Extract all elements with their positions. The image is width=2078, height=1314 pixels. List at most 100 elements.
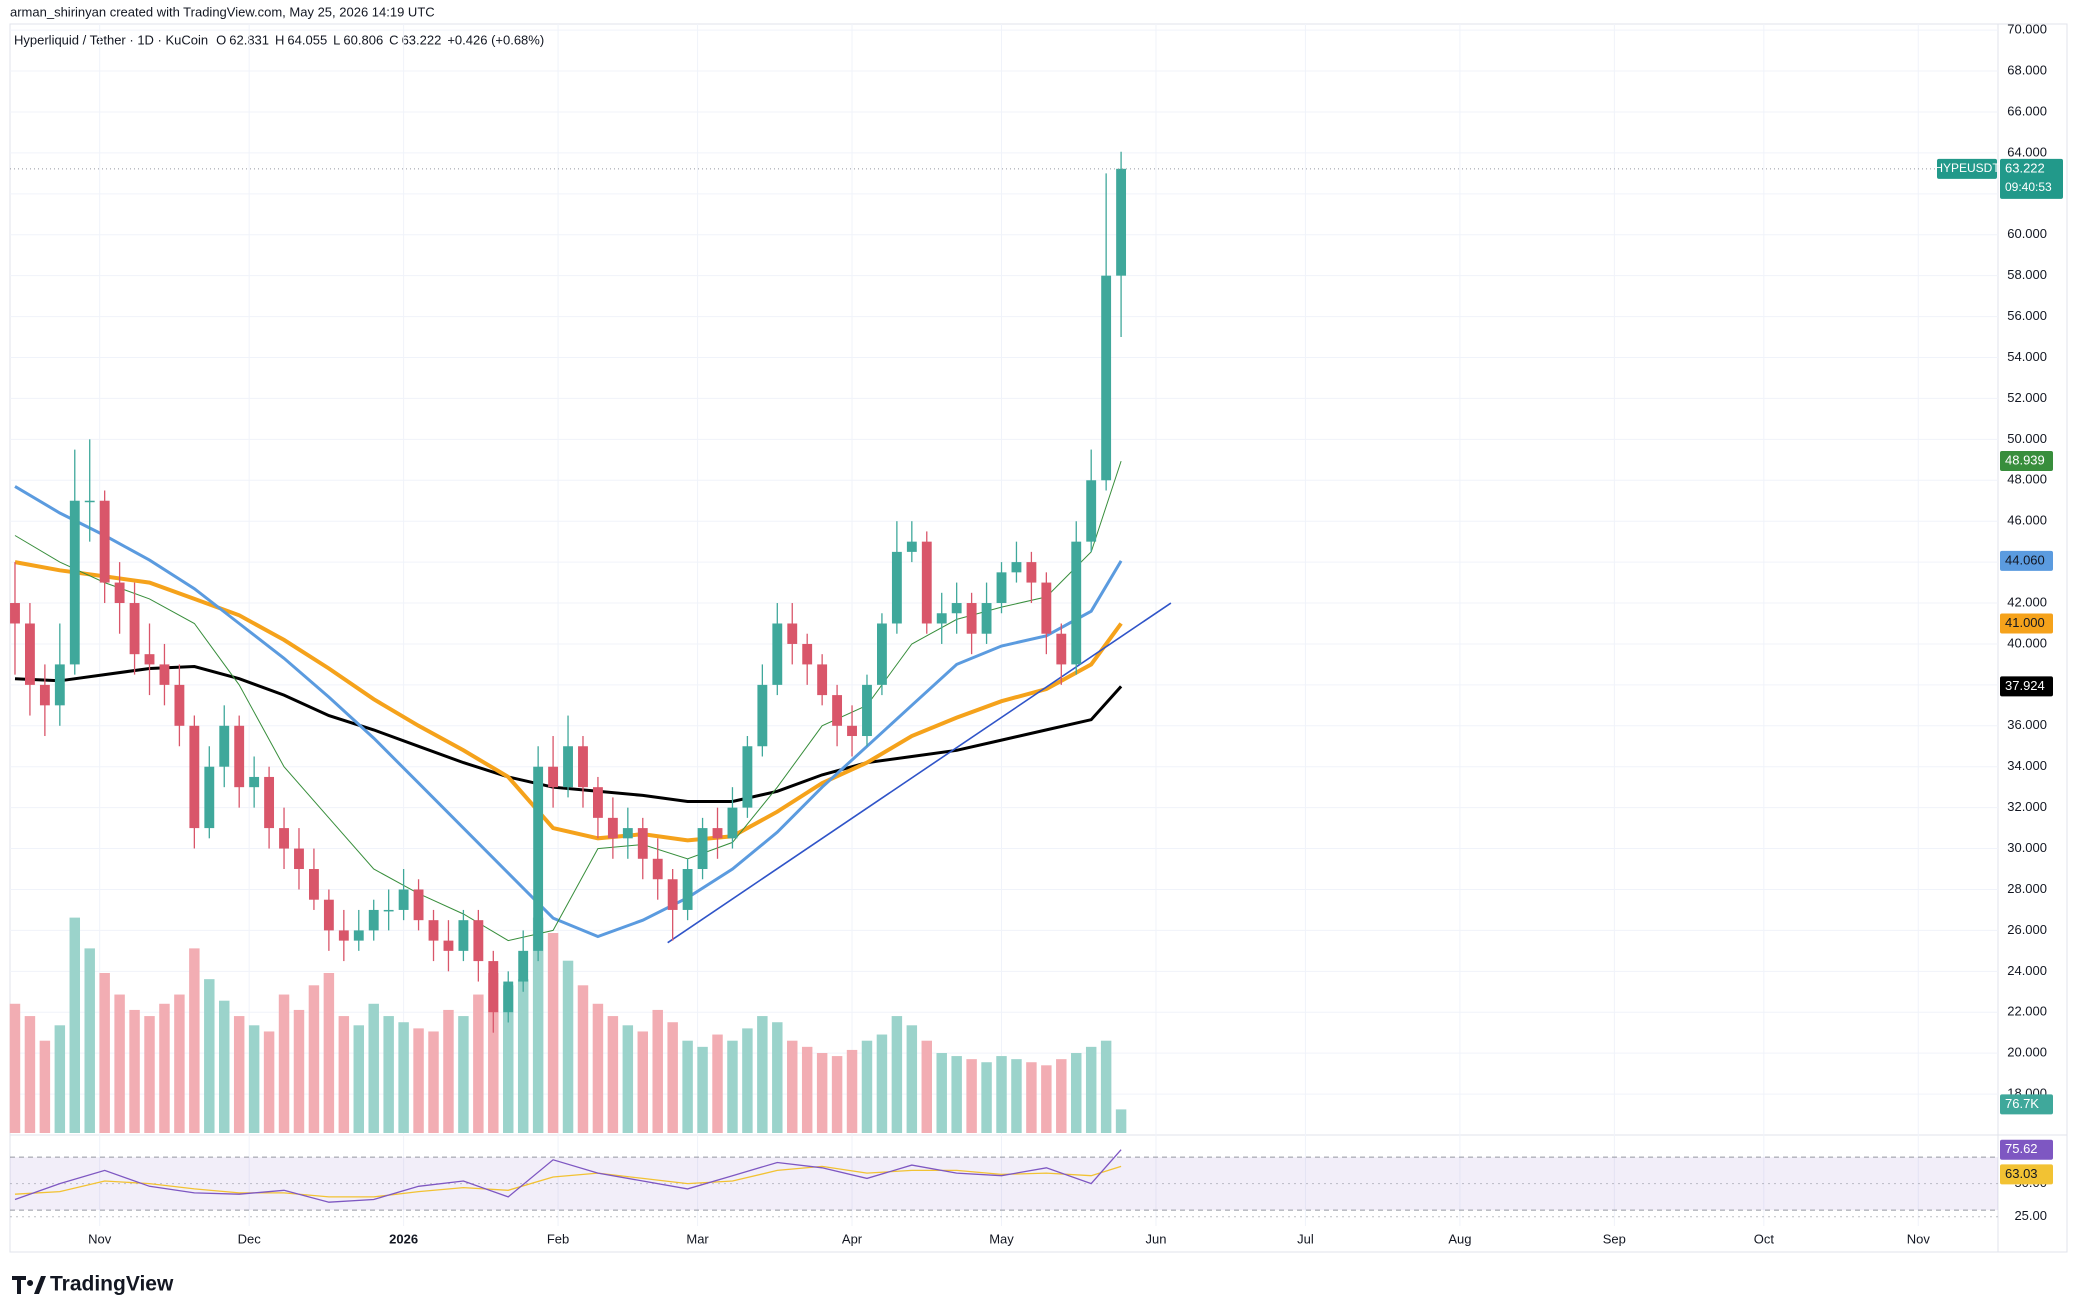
volume-bar [413,1028,424,1133]
volume-bar [159,1003,170,1133]
volume-bar [787,1040,798,1133]
ma-badge [2000,451,2053,472]
volume-bar [293,1009,305,1133]
candle-body [951,603,962,614]
candle-body [249,776,260,788]
candle-body [847,725,857,737]
symbol-badge-text: HYPEUSDT [1934,161,2000,175]
candle-body [308,869,319,900]
candle-body [24,623,35,685]
candle-body [981,603,992,634]
volume-badge [2000,1094,2053,1115]
volume-bar [712,1034,723,1133]
y-tick-label: 24.000 [2007,963,2047,978]
volume-bar [697,1046,708,1133]
volume-bar [607,1016,619,1133]
candle-body [219,725,230,767]
x-tick-label: May [989,1231,1014,1246]
volume-bar [831,1056,843,1133]
candle-body [772,623,783,685]
volume-bar [353,1025,365,1133]
candle-body [1071,541,1082,665]
candle-body [592,787,603,818]
x-tick-label: Nov [1907,1231,1931,1246]
candle-body [458,920,469,951]
moving-average [14,560,1123,843]
x-tick-label: 2026 [389,1231,418,1246]
candle-body [817,664,828,696]
y-tick-label: 40.000 [2007,635,2047,650]
x-tick-label: Apr [842,1231,863,1246]
candle-body [607,817,618,839]
candle-body [996,572,1007,604]
candle-body [966,603,977,634]
candle-body [891,551,902,624]
y-tick-label: 54.000 [2007,349,2047,364]
candle-body [99,500,110,583]
candle-body [712,828,723,839]
candle-body [876,623,887,685]
candle-body [159,664,170,685]
volume-bar [39,1040,51,1133]
volume-bar [84,948,95,1133]
volume-bar [458,1016,469,1133]
volume-bar [174,994,185,1133]
candle-body [1086,480,1097,542]
candle-body [802,643,813,665]
chart-frame [9,23,2068,1253]
candle-body [503,981,514,1013]
volume-bar [772,1022,783,1133]
volume-bar [219,1000,230,1133]
volume-bar [936,1053,947,1133]
legend-text: H [275,32,284,47]
x-tick-label: Dec [238,1231,262,1246]
y-tick-label: 66.000 [2007,103,2047,118]
legend-text: C [389,32,398,47]
x-tick-label: Nov [88,1231,112,1246]
volume-bar [801,1046,813,1133]
candle-body [637,828,648,859]
symbol-badge [1937,158,1997,179]
rsi-line [14,1149,1122,1203]
candle-body [39,684,50,706]
candle-body [682,869,693,910]
volume-bar [667,1022,678,1133]
x-tick-label: Oct [1754,1231,1775,1246]
y-tick-label: 68.000 [2007,62,2047,77]
volume-bar [248,1025,260,1133]
candle-body [383,909,394,912]
y-tick-label: 48.000 [2007,472,2047,487]
volume-bar [114,994,125,1133]
candle-body [563,746,573,788]
rsi-ma-badge [2000,1164,2053,1185]
candle-body [129,603,140,655]
rsi-ma-line [14,1165,1122,1198]
volume-bar [428,1031,439,1133]
candle-body [936,613,947,624]
volume-bar [921,1040,933,1133]
trendline [667,602,1172,944]
y-tick-label: 52.000 [2007,390,2047,405]
candle-body [652,858,663,880]
volume-bar [816,1053,828,1133]
volume-bar [1071,1053,1082,1133]
candle-body [54,664,65,706]
volume-bar [1011,1059,1022,1133]
y-tick-label: 22.000 [2007,1004,2047,1019]
y-tick-label: 34.000 [2007,758,2047,773]
volume-bar [727,1040,738,1133]
y-tick-label: 30.000 [2007,840,2047,855]
volume-bar [1041,1065,1052,1133]
ma-badge [2000,550,2053,571]
candle-body [114,582,125,604]
candle-body [787,623,798,644]
candle-body [1116,168,1127,276]
volume-bar [1115,1109,1127,1133]
x-tick-label: Feb [547,1231,569,1246]
candle-body [144,654,155,665]
volume-bar [966,1059,977,1133]
volume-bar [652,1009,663,1133]
candle-body [906,541,917,552]
